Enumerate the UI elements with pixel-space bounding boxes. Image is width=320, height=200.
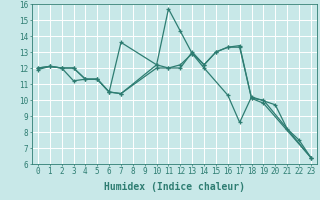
X-axis label: Humidex (Indice chaleur): Humidex (Indice chaleur) [104,182,245,192]
